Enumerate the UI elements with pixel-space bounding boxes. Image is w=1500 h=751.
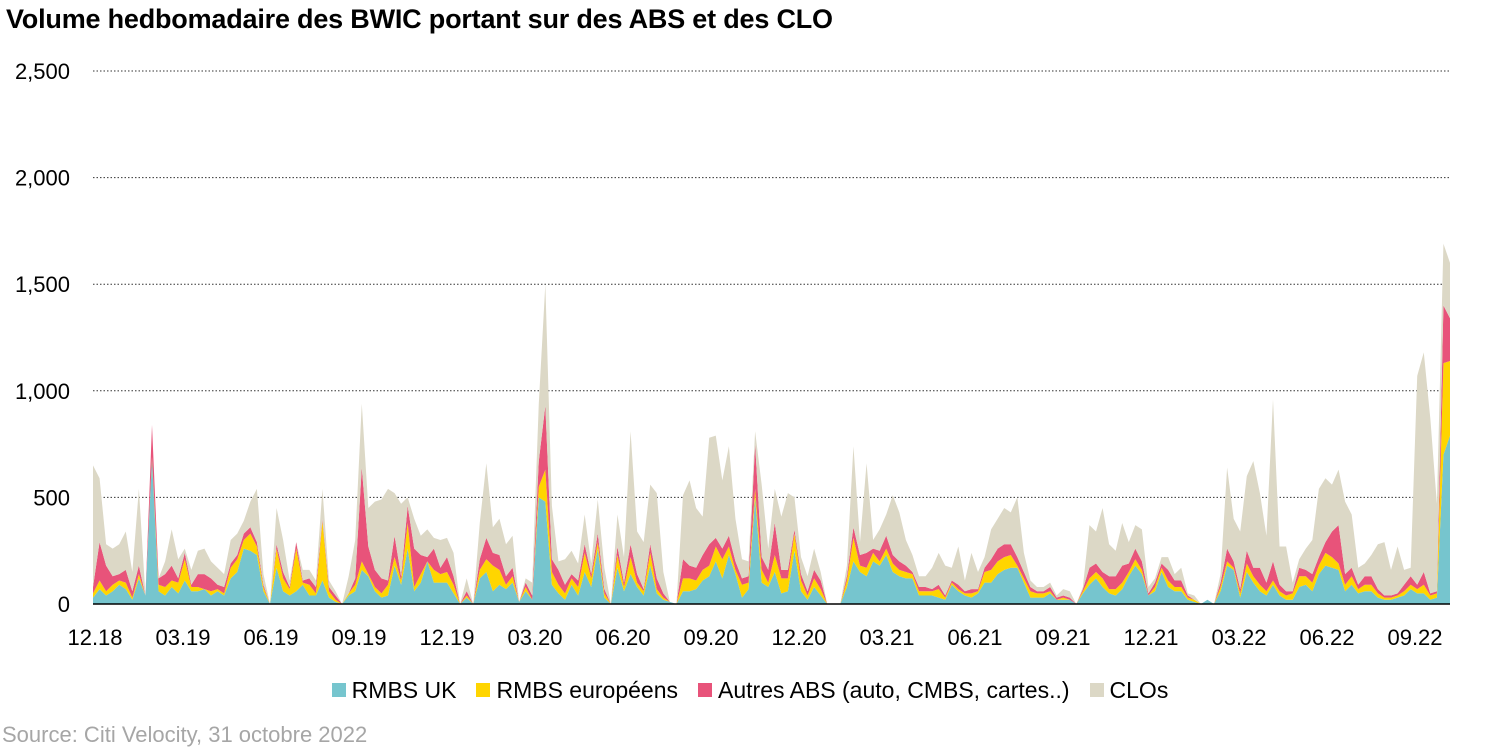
source-note: Source: Citi Velocity, 31 octobre 2022: [2, 722, 368, 747]
y-tick-label: 500: [33, 485, 70, 510]
x-tick-label: 12.19: [419, 625, 474, 650]
series-area-rmbs-europ-ens: [93, 360, 1450, 604]
series-area-clos: [93, 243, 1450, 604]
y-axis: 0 500 1,000 1,500 2,000 2,500: [15, 59, 70, 617]
y-tick-label: 0: [58, 592, 70, 617]
legend-swatch: [1089, 683, 1104, 698]
x-tick-label: 03.21: [859, 625, 914, 650]
legend-item: RMBS européens: [476, 677, 678, 704]
x-tick-label: 06.22: [1299, 625, 1354, 650]
x-tick-label: 09.21: [1035, 625, 1090, 650]
x-tick-label: 06.21: [947, 625, 1002, 650]
x-tick-label: 03.22: [1211, 625, 1266, 650]
x-tick-label: 03.19: [155, 625, 210, 650]
x-tick-label: 09.22: [1387, 625, 1442, 650]
legend-item: CLOs: [1089, 677, 1169, 704]
legend-label: CLOs: [1109, 677, 1169, 704]
legend-item: Autres ABS (auto, CMBS, cartes..): [698, 677, 1070, 704]
x-tick-label: 12.21: [1123, 625, 1178, 650]
chart-title: Volume hedbomadaire des BWIC portant sur…: [6, 4, 833, 34]
gridlines: [93, 70, 1450, 498]
legend-item: RMBS UK: [331, 677, 457, 704]
x-tick-label: 09.20: [683, 625, 738, 650]
x-tick-label: 03.20: [507, 625, 562, 650]
y-tick-label: 1,000: [15, 379, 70, 404]
legend-swatch: [331, 683, 346, 698]
legend-label: Autres ABS (auto, CMBS, cartes..): [718, 677, 1070, 704]
x-tick-label: 09.19: [331, 625, 386, 650]
legend-label: RMBS UK: [351, 677, 457, 704]
legend-swatch: [698, 683, 713, 698]
x-axis: 12.18 03.19 06.19 09.19 12.19 03.20 06.20 09.20…: [67, 603, 1450, 650]
legend-swatch: [476, 683, 491, 698]
series-area-autres-abs-auto-cmbs-cartes: [93, 305, 1450, 604]
legend: RMBS UK RMBS européens Autres ABS (auto, C…: [0, 676, 1500, 704]
y-tick-label: 2,500: [15, 59, 70, 84]
y-tick-label: 2,000: [15, 166, 70, 191]
legend-label: RMBS européens: [496, 677, 679, 704]
x-tick-label: 06.19: [243, 625, 298, 650]
x-tick-label: 06.20: [595, 625, 650, 650]
x-tick-label: 12.20: [771, 625, 826, 650]
x-tick-label: 12.18: [67, 625, 122, 650]
y-tick-label: 1,500: [15, 272, 70, 297]
areas: [93, 243, 1450, 604]
series-area-rmbs-uk: [93, 435, 1450, 604]
